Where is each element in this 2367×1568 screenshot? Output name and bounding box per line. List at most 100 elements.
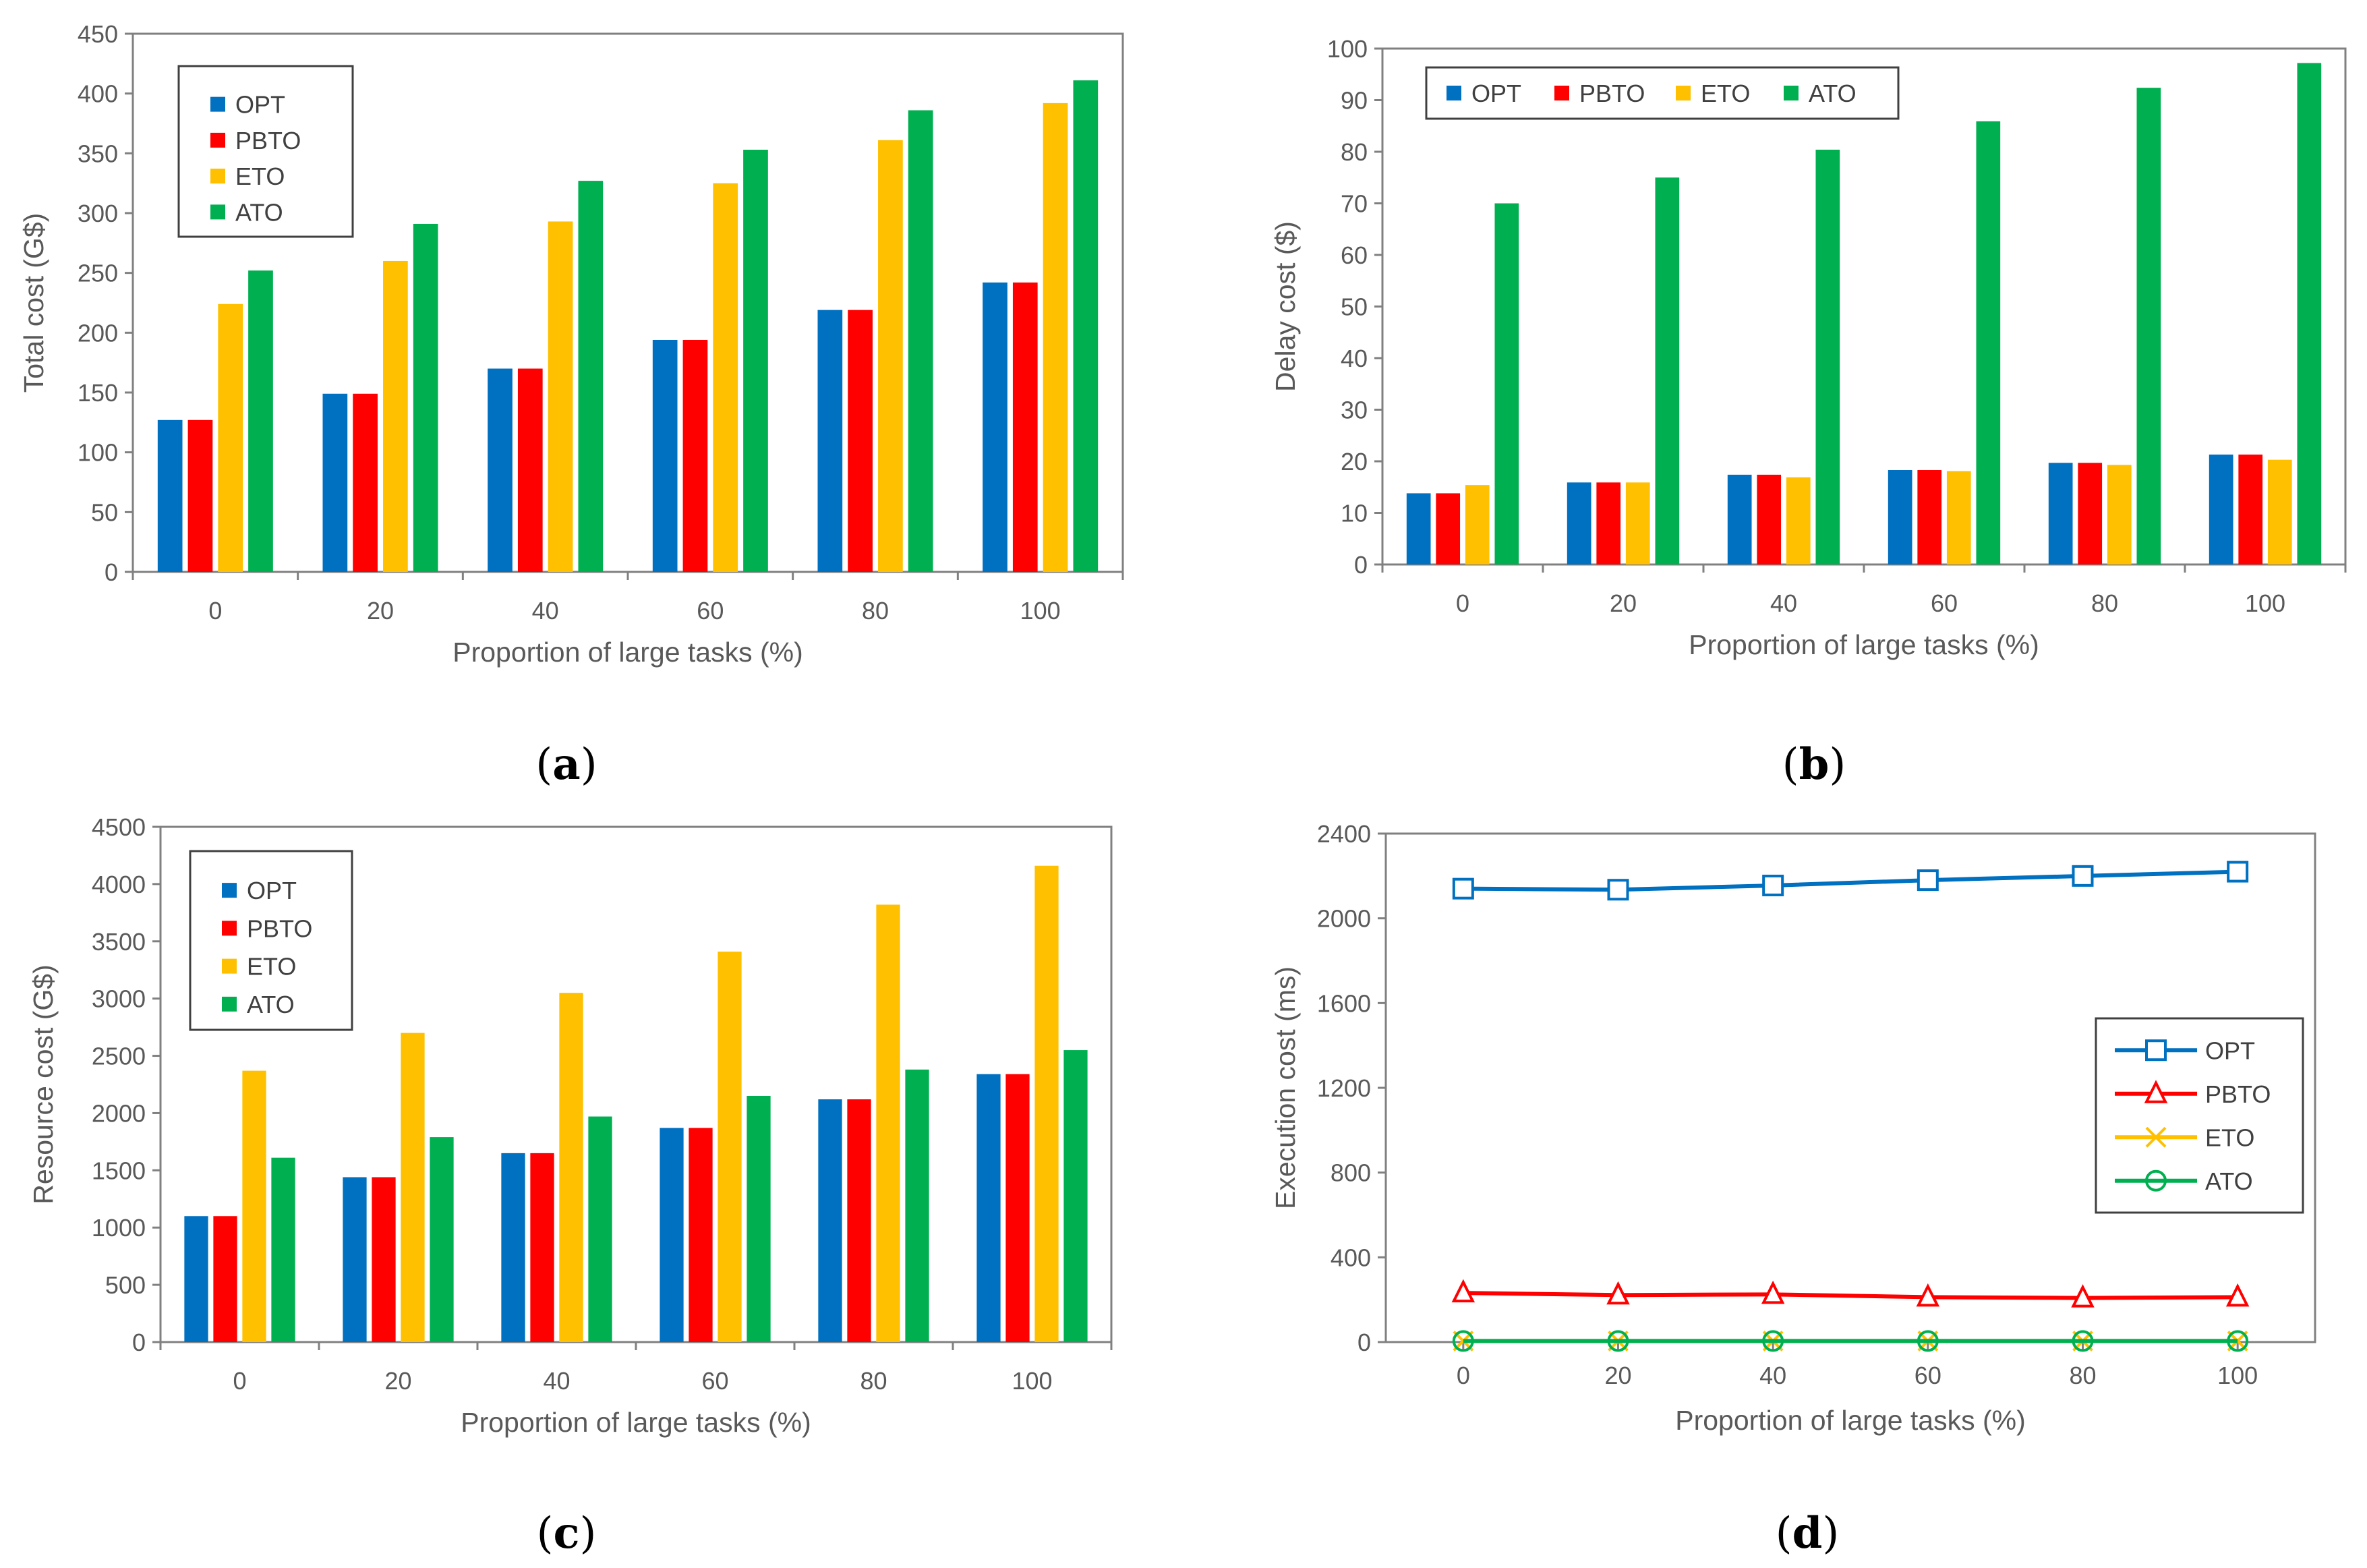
bar-opt [652, 339, 678, 572]
bar-opt [157, 419, 183, 572]
point-pbto [2225, 1283, 2250, 1307]
y-tick-label: 10 [1341, 500, 1368, 527]
bar-opt [983, 282, 1007, 572]
legend-swatch-eto [222, 958, 237, 974]
panel-label-letter: d [1792, 1508, 1823, 1559]
legend-label-eto: ETO [235, 163, 285, 190]
bar-opt [1727, 474, 1752, 564]
bar-pbto [848, 310, 873, 572]
bar-eto [713, 183, 738, 573]
legend-label-ato: ATO [2205, 1167, 2253, 1195]
panel-label-close: ) [1822, 1509, 1839, 1559]
x-tick-label: 60 [697, 597, 724, 625]
y-tick-label: 400 [78, 80, 118, 108]
bar-eto [1043, 103, 1068, 572]
x-tick-label: 100 [2245, 589, 2285, 617]
x-axis-title: Proportion of large tasks (%) [1689, 629, 2039, 660]
bar-opt [817, 310, 843, 572]
point-pbto [2071, 1284, 2095, 1308]
y-tick-label: 4000 [92, 871, 146, 898]
bar-ato [1494, 203, 1519, 564]
panel-label-open: ( [535, 740, 552, 790]
x-tick-label: 80 [860, 1367, 887, 1395]
y-tick-label: 2000 [92, 1099, 146, 1127]
legend-swatch-pbto [222, 921, 237, 936]
bar-pbto [187, 419, 213, 572]
y-tick-label: 400 [1331, 1244, 1371, 1271]
bar-pbto [1005, 1074, 1030, 1342]
y-tick-label: 1000 [92, 1214, 146, 1242]
y-tick-label: 0 [1354, 551, 1368, 579]
point-opt [1917, 869, 1939, 892]
point-pbto [1606, 1281, 1630, 1305]
x-tick-label: 60 [1915, 1362, 1941, 1389]
bar-pbto [2238, 455, 2263, 564]
point-pbto [1761, 1280, 1785, 1304]
y-tick-label: 200 [78, 319, 118, 347]
y-tick-label: 300 [78, 200, 118, 227]
panel-label: (d) [1776, 1508, 1840, 1559]
x-tick-label: 20 [1610, 589, 1637, 617]
y-tick-label: 150 [78, 379, 118, 407]
x-axis-title: Proportion of large tasks (%) [461, 1407, 811, 1438]
bar-eto [876, 904, 900, 1342]
legend-swatch-opt [1446, 86, 1461, 100]
legend-label-ato: ATO [235, 198, 283, 226]
legend-box [189, 850, 353, 1031]
bar-pbto [2078, 463, 2103, 564]
x-tick-label: 20 [367, 597, 394, 625]
legend-swatch-eto [1676, 86, 1691, 100]
legend-box [2095, 1017, 2304, 1214]
y-tick-label: 1200 [1317, 1074, 1371, 1102]
bar-opt [976, 1074, 1001, 1342]
chart-a: 0 50 100 150 200 250 300 350 400 450 0 20 40 60 80 100 P… [18, 20, 1124, 790]
bar-ato [905, 1069, 929, 1342]
x-tick-label: 80 [2069, 1362, 2096, 1389]
x-tick-label: 0 [1456, 589, 1469, 617]
legend-swatch-pbto [210, 132, 225, 148]
legend-marker-pbto [2144, 1080, 2168, 1103]
y-tick-label: 50 [1341, 293, 1368, 321]
legend-swatch-eto [210, 169, 225, 184]
bar-ato [908, 110, 933, 572]
point-opt [1607, 879, 1629, 901]
bar-opt [2209, 455, 2233, 564]
panel-label: (b) [1782, 739, 1846, 790]
bar-pbto [213, 1216, 237, 1342]
x-tick-label: 40 [1770, 589, 1797, 617]
bar-eto [383, 260, 408, 572]
bar-pbto [530, 1153, 554, 1342]
bar-opt [343, 1177, 367, 1342]
bar-pbto [847, 1099, 871, 1342]
bar-ato [2297, 63, 2322, 565]
bar-ato [578, 181, 604, 572]
y-axis-title: Delay cost ($) [1270, 221, 1301, 392]
legend-swatch-pbto [1554, 86, 1569, 100]
legend-label-eto: ETO [1701, 80, 1750, 107]
x-tick-label: 0 [1457, 1362, 1470, 1389]
point-ato [1762, 1330, 1784, 1352]
bar-pbto [1757, 474, 1782, 564]
point-pbto [1451, 1279, 1475, 1303]
legend-label-pbto: PBTO [235, 127, 301, 154]
bar-opt [501, 1153, 525, 1342]
y-tick-label: 2500 [92, 1043, 146, 1070]
panel-label-letter: c [554, 1508, 580, 1559]
bar-eto [559, 993, 583, 1342]
point-ato [2227, 1330, 2249, 1352]
legend-marker-eto-stroke-b [2145, 1126, 2167, 1148]
bar-opt [1888, 470, 1912, 564]
legend-swatch-ato [1784, 86, 1799, 100]
panel-label-close: ) [1829, 740, 1846, 790]
y-tick-label: 0 [1357, 1329, 1371, 1356]
y-tick-label: 350 [78, 140, 118, 167]
bar-ato [430, 1137, 454, 1342]
bar-pbto [1596, 482, 1621, 564]
y-tick-label: 20 [1341, 448, 1368, 475]
bar-ato [743, 150, 768, 573]
legend-swatch-opt [222, 883, 237, 898]
x-tick-label: 80 [862, 597, 889, 625]
plot-area-border [1381, 47, 2347, 566]
bar-pbto [517, 368, 543, 572]
